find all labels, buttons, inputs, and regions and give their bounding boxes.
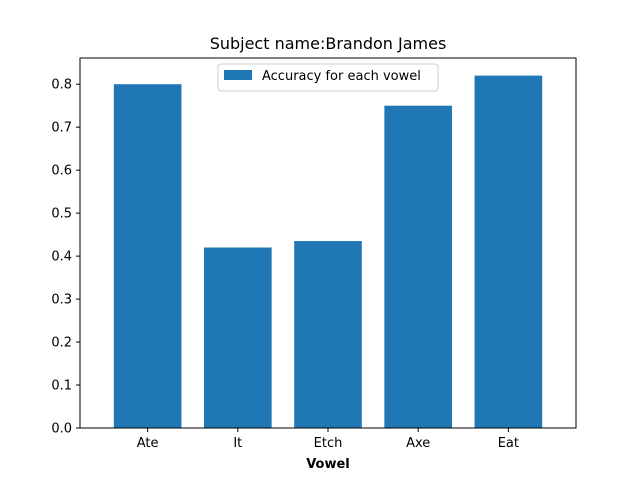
chart-title: Subject name:Brandon James xyxy=(210,34,447,53)
y-tick-label: 0.4 xyxy=(51,250,72,265)
y-tick-label: 0.1 xyxy=(51,379,72,394)
legend-swatch xyxy=(224,70,252,80)
x-tick-label: Ate xyxy=(137,436,159,451)
x-axis-label: Vowel xyxy=(306,457,350,472)
y-tick-label: 0.7 xyxy=(51,121,72,136)
legend-box xyxy=(217,63,439,92)
y-axis: 0.0 0.1 0.2 0.3 0.4 0.5 0.6 0.7 0.8 xyxy=(51,78,80,437)
y-tick-label: 0.3 xyxy=(51,293,72,308)
y-tick-label: 0.8 xyxy=(51,78,72,93)
x-tick-label: It xyxy=(233,436,242,451)
y-tick-label: 0.0 xyxy=(51,422,72,437)
bar-axe xyxy=(384,105,452,428)
plot-frame xyxy=(79,57,577,429)
legend: Accuracy for each vowel xyxy=(217,63,439,92)
y-tick-label: 0.6 xyxy=(51,164,72,179)
bar-it xyxy=(204,247,272,428)
x-axis: Ate It Etch Axe Eat xyxy=(137,428,519,451)
bar-ate xyxy=(113,84,182,429)
x-tick-label: Etch xyxy=(314,436,343,451)
x-tick-label: Axe xyxy=(406,436,430,451)
legend-entry: Accuracy for each vowel xyxy=(262,69,421,84)
bars-layer xyxy=(113,75,543,429)
y-tick-label: 0.2 xyxy=(51,336,72,351)
bar-eat xyxy=(474,75,543,429)
y-tick-label: 0.5 xyxy=(51,207,72,222)
bar-etch xyxy=(294,241,362,428)
x-tick-label: Eat xyxy=(498,436,519,451)
